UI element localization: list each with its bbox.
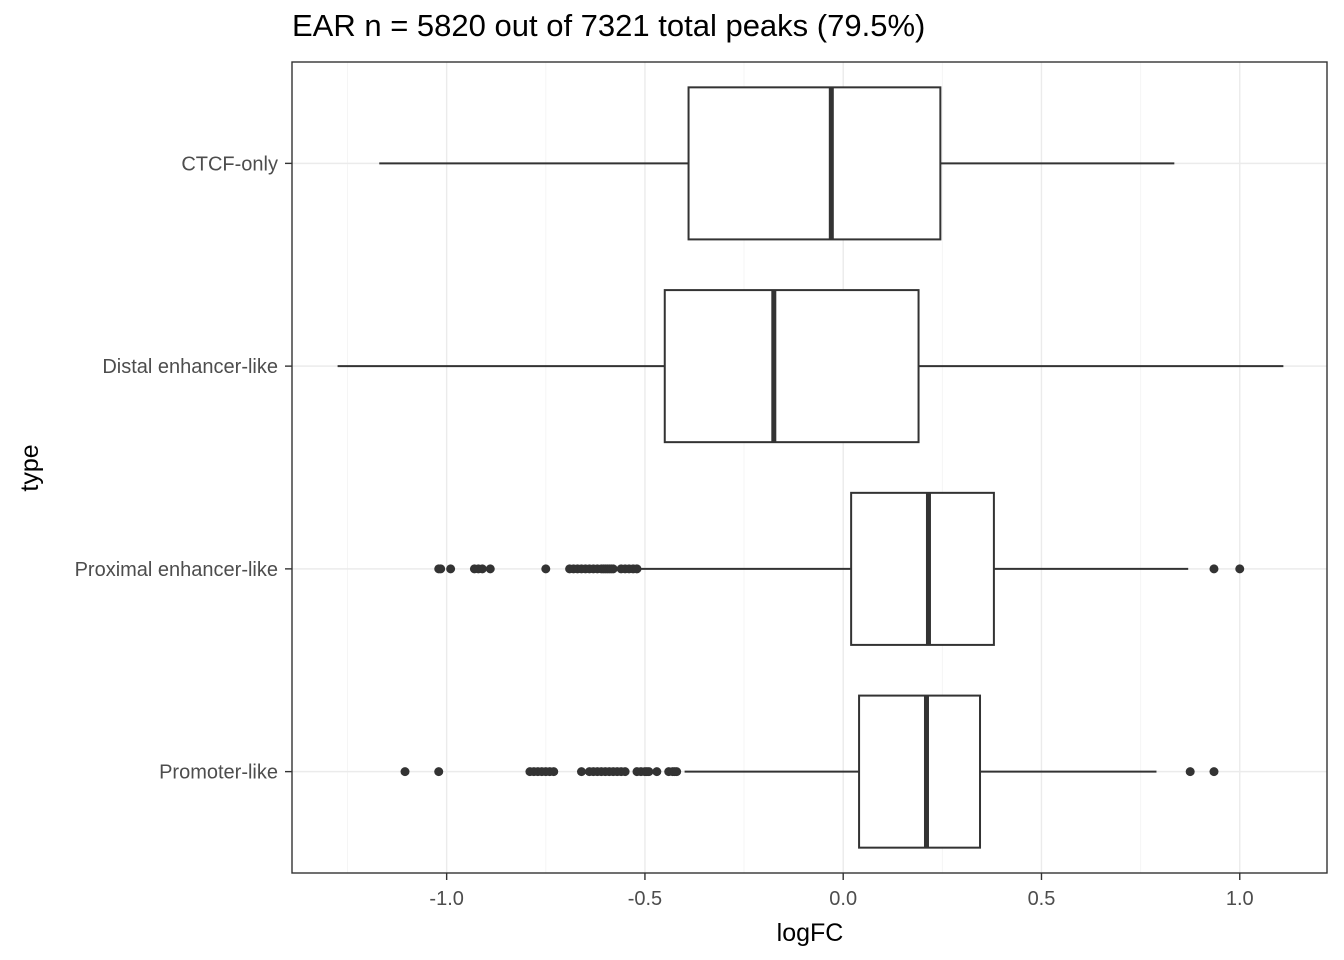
outlier-point [400, 767, 410, 777]
boxes-layer [337, 86, 1284, 849]
box [858, 694, 982, 849]
outlier-point [446, 564, 456, 574]
outlier-point [608, 564, 618, 574]
outlier-point [1209, 767, 1219, 777]
box-group [434, 491, 1245, 646]
y-tick-label: Proximal enhancer-like [75, 559, 278, 581]
outlier-point [1185, 767, 1195, 777]
outlier-point [477, 564, 487, 574]
panel-border [291, 61, 1328, 874]
y-tick-label: Distal enhancer-like [102, 356, 278, 378]
x-tick-label: -0.5 [628, 888, 662, 910]
y-axis-title: type [16, 444, 44, 491]
x-axis-title: logFC [777, 919, 844, 947]
outlier-point [436, 564, 446, 574]
outlier-point [652, 767, 662, 777]
x-tick-label: 0.0 [829, 888, 857, 910]
box [663, 289, 920, 444]
x-tick-label: 1.0 [1226, 888, 1254, 910]
outlier-point [620, 767, 630, 777]
box [850, 491, 995, 646]
axes-layer: CTCF-only Distal enhancer-like Proximal en… [75, 153, 1254, 910]
box-group [337, 289, 1284, 444]
outlier-point [485, 564, 495, 574]
box [687, 86, 942, 241]
outlier-point [644, 767, 654, 777]
outlier-point [672, 767, 682, 777]
y-tick-label: Promoter-like [159, 762, 278, 784]
outlier-point [541, 564, 551, 574]
box-group [379, 86, 1175, 241]
x-tick-label: 0.5 [1028, 888, 1056, 910]
outlier-point [576, 767, 586, 777]
y-tick-label: CTCF-only [181, 153, 278, 175]
outlier-point [632, 564, 642, 574]
outlier-point [1209, 564, 1219, 574]
outlier-point [1235, 564, 1245, 574]
outlier-point [434, 767, 444, 777]
box-group [400, 694, 1219, 849]
chart-title: EAR n = 5820 out of 7321 total peaks (79… [292, 8, 926, 43]
outlier-point [549, 767, 559, 777]
x-tick-label: -1.0 [429, 888, 463, 910]
